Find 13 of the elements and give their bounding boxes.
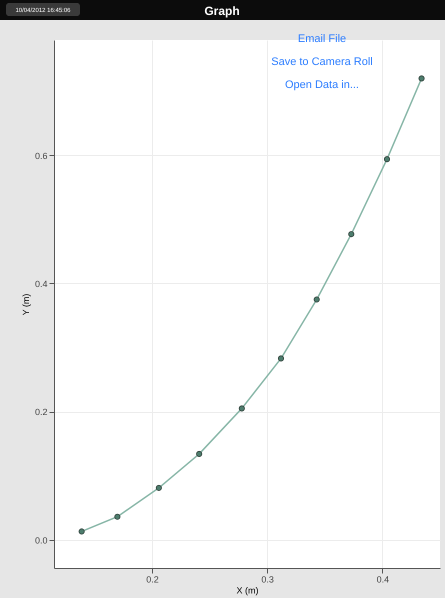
- y-tick-label: 0.2: [34, 407, 48, 418]
- y-tick-label: 0.6: [34, 150, 48, 161]
- annotation: Email File: [298, 33, 346, 45]
- y-tick-label: 0.0: [34, 535, 48, 546]
- annotation: Save to Camera Roll: [271, 56, 373, 68]
- annotation: Open Data in...: [285, 79, 359, 91]
- chart-title: Graph: [204, 4, 240, 18]
- x-tick-label: 0.2: [146, 574, 159, 584]
- y-axis-title: Y (m): [20, 294, 31, 316]
- x-axis-title: X (m): [236, 586, 258, 596]
- x-tick-label: 0.3: [261, 574, 274, 584]
- x-tick-label: 0.4: [376, 574, 390, 584]
- y-tick-label: 0.4: [34, 278, 48, 289]
